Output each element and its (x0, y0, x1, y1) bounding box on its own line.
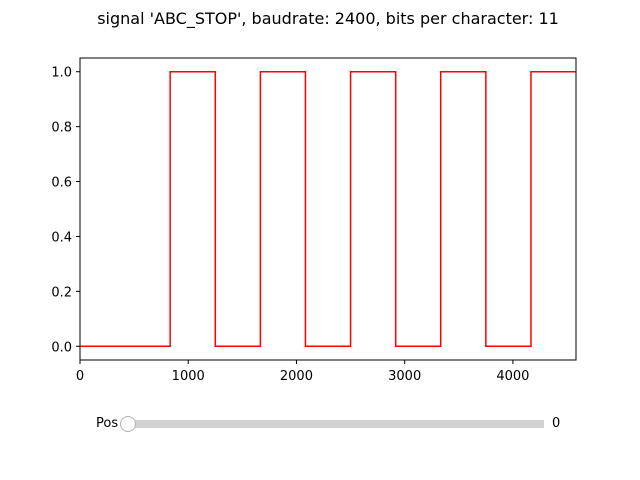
x-tick-label: 2000 (280, 369, 313, 384)
x-tick-label: 1000 (172, 369, 205, 384)
x-tick-label: 4000 (496, 369, 529, 384)
chart-title: signal 'ABC_STOP', baudrate: 2400, bits … (97, 9, 559, 29)
x-tick-label: 0 (76, 369, 84, 384)
slider-label: Pos (96, 416, 119, 431)
x-tick-label: 3000 (388, 369, 421, 384)
series-line-0 (80, 70, 576, 348)
slider-value: 0 (552, 416, 561, 431)
plot-area: 0 1000 2000 3000 4000 0.0 0.2 0.4 0.6 0.8 1.0 (51, 57, 577, 384)
y-tick-label: 0.4 (51, 230, 72, 245)
plot-frame (79, 57, 577, 361)
y-tick-label: 1.0 (51, 66, 72, 81)
y-tick-label: 0.0 (51, 340, 72, 355)
slider-handle[interactable] (120, 416, 136, 432)
y-tick-label: 0.8 (51, 121, 72, 136)
y-tick-label: 0.2 (51, 285, 72, 300)
slider-track[interactable] (128, 420, 544, 428)
y-tick-label: 0.6 (51, 176, 72, 191)
